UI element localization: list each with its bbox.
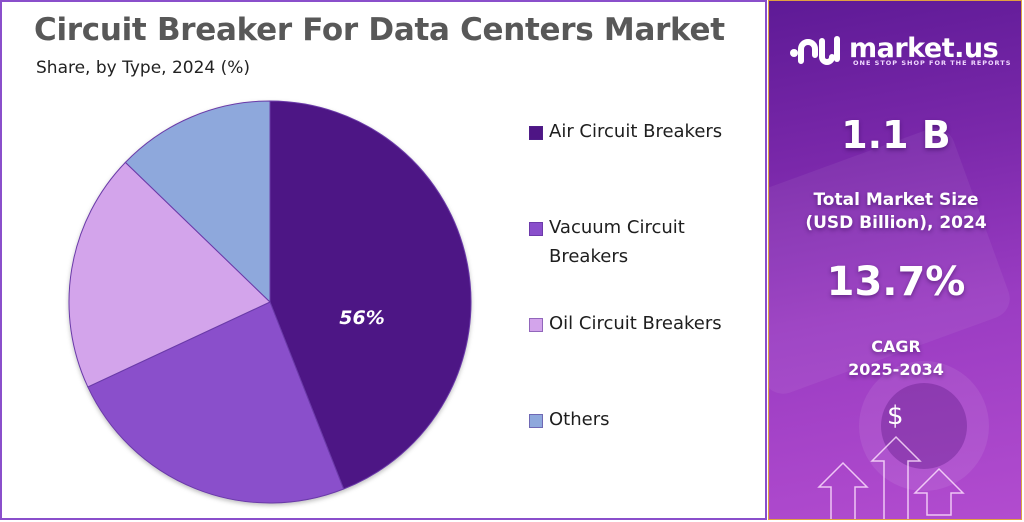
legend-swatch [529, 126, 543, 140]
legend-swatch [529, 222, 543, 236]
cagr-label-line2: 2025-2034 [848, 360, 944, 379]
brand-logo: market.us [789, 31, 999, 67]
background-decoration [859, 361, 989, 491]
pie-slice-oil-circuit-breakers[interactable] [68, 161, 271, 388]
legend-item-others[interactable]: Others [529, 408, 759, 434]
legend-item-vacuum[interactable]: Vacuum Circuit Breakers [529, 216, 719, 271]
cagr-label-line1: CAGR [871, 337, 921, 356]
pie-chart: 56% [68, 100, 472, 504]
background-decoration [881, 383, 967, 469]
market-size-label-line2: (USD Billion), 2024 [805, 213, 987, 233]
dollar-icon: $ [887, 401, 904, 431]
legend-label: Oil Circuit Breakers [549, 313, 722, 334]
legend-item-air[interactable]: Air Circuit Breakers [529, 120, 759, 146]
chart-title: Circuit Breaker For Data Centers Market [34, 12, 725, 48]
chart-subtitle: Share, by Type, 2024 (%) [36, 58, 251, 78]
market-size-label-line1: Total Market Size [813, 190, 979, 210]
legend-label: Air Circuit Breakers [549, 121, 723, 142]
legend-swatch [529, 414, 543, 428]
cagr-label: CAGR 2025-2034 [769, 335, 1021, 381]
brand-tagline: ONE STOP SHOP FOR THE REPORTS [853, 59, 1012, 67]
legend-label: Vacuum Circuit Breakers [549, 217, 685, 267]
legend-swatch [529, 318, 543, 332]
market-summary-panel: market.us ONE STOP SHOP FOR THE REPORTS … [768, 0, 1022, 520]
market-size-label: Total Market Size (USD Billion), 2024 [769, 189, 1021, 235]
pie-slice-others[interactable] [124, 100, 271, 304]
chart-panel: Circuit Breaker For Data Centers Market … [0, 0, 767, 520]
growth-arrows-icon [817, 435, 965, 519]
market-size-value: 1.1 B [841, 113, 951, 157]
pie-label-air: 56% [339, 307, 384, 329]
legend-item-oil[interactable]: Oil Circuit Breakers [529, 312, 759, 338]
pie-slice-air-circuit-breakers[interactable] [269, 100, 472, 490]
pie-slice-vacuum-circuit-breakers[interactable] [87, 301, 345, 504]
legend-label: Others [549, 409, 610, 430]
market-us-logo-icon [790, 36, 840, 65]
cagr-value: 13.7% [826, 259, 966, 305]
brand-name: market.us [849, 33, 999, 64]
